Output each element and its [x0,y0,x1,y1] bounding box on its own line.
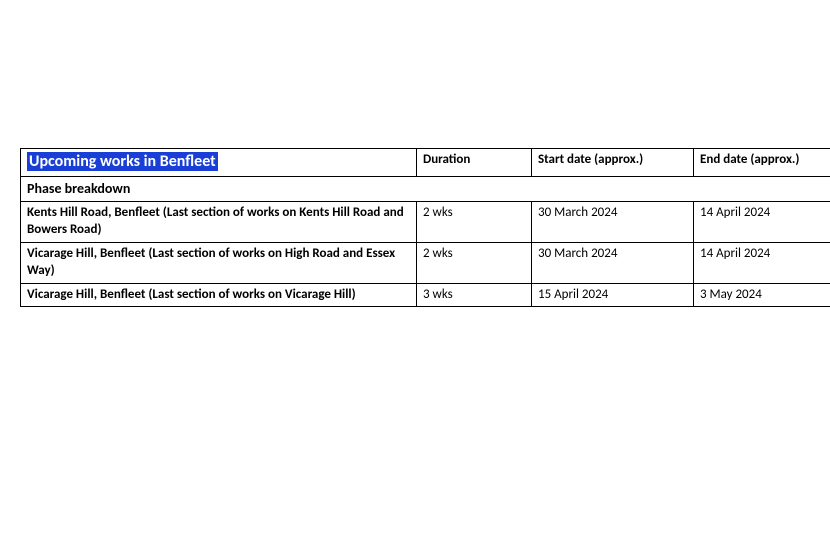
row-end: 14 April 2024 [694,201,830,242]
table-subheading-row: Phase breakdown [21,176,830,201]
row-end: 3 May 2024 [694,283,830,307]
row-duration: 2 wks [417,242,532,283]
row-description: Kents Hill Road, Benfleet (Last section … [21,201,417,242]
row-description: Vicarage Hill, Benfleet (Last section of… [21,283,417,307]
table-row: Vicarage Hill, Benfleet (Last section of… [21,283,830,307]
row-start: 15 April 2024 [532,283,694,307]
table-title: Upcoming works in Benfleet [27,152,218,171]
row-start: 30 March 2024 [532,201,694,242]
table-subheading: Phase breakdown [21,176,830,201]
table-header-row: Upcoming works in Benfleet Duration Star… [21,149,830,177]
column-header-end: End date (approx.) [694,149,830,177]
works-table-container: Upcoming works in Benfleet Duration Star… [20,148,812,307]
table-row: Vicarage Hill, Benfleet (Last section of… [21,242,830,283]
row-description: Vicarage Hill, Benfleet (Last section of… [21,242,417,283]
row-duration: 3 wks [417,283,532,307]
row-end: 14 April 2024 [694,242,830,283]
row-start: 30 March 2024 [532,242,694,283]
table-row: Kents Hill Road, Benfleet (Last section … [21,201,830,242]
column-header-start: Start date (approx.) [532,149,694,177]
table-title-cell: Upcoming works in Benfleet [21,149,417,177]
column-header-duration: Duration [417,149,532,177]
row-duration: 2 wks [417,201,532,242]
works-table: Upcoming works in Benfleet Duration Star… [20,148,830,307]
